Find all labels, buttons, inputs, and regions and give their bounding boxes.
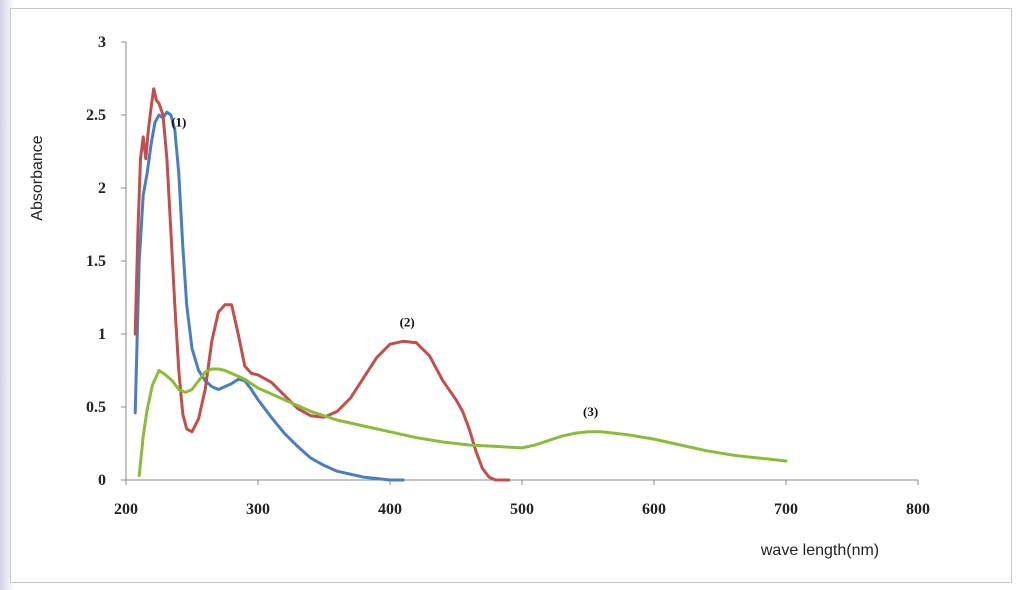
series-line-1 — [133, 110, 405, 482]
curve-annotation-2: (2) — [400, 315, 415, 330]
chart-axes: 0 0.5 1 1.5 2 2.5 3 200 300 400 500 600 700 800 — [86, 34, 930, 518]
series-layer — [133, 87, 788, 482]
y-axis-title: Absorbance — [29, 135, 46, 220]
y-tick-label: 3 — [98, 34, 106, 51]
series-line-3 — [137, 367, 788, 478]
x-tick-label: 600 — [642, 501, 666, 518]
x-tick-label: 800 — [906, 501, 930, 518]
x-axis-title: wave length(nm) — [760, 542, 879, 559]
x-tick-label: 400 — [378, 501, 402, 518]
curve-annotation-1: (1) — [171, 115, 186, 130]
y-tick-label: 2.5 — [86, 107, 106, 124]
x-tick-label: 200 — [114, 501, 138, 518]
y-tick-label: 1 — [98, 326, 106, 343]
y-tick-label: 2 — [98, 180, 106, 197]
x-tick-label: 300 — [246, 501, 270, 518]
y-tick-label: 1.5 — [86, 253, 106, 270]
x-tick-group: 200 300 400 500 600 700 800 — [114, 480, 930, 518]
x-tick-label: 500 — [510, 501, 534, 518]
y-tick-label: 0 — [98, 472, 106, 489]
series-line-2 — [133, 87, 511, 482]
chart-frame — [10, 8, 1012, 583]
y-tick-group: 0 0.5 1 1.5 2 2.5 3 — [86, 34, 126, 489]
annotation-layer: (1) (2) (3) — [171, 115, 598, 419]
x-tick-label: 700 — [774, 501, 798, 518]
y-tick-label: 0.5 — [86, 399, 106, 416]
curve-annotation-3: (3) — [583, 404, 598, 419]
